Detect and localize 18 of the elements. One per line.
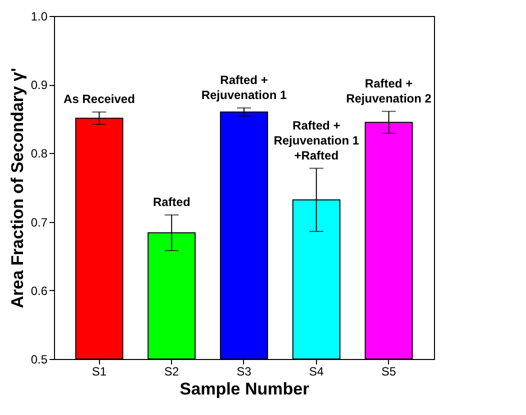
annotation: As Received xyxy=(64,92,135,106)
x-tick-label: S2 xyxy=(164,364,180,378)
x-tick-label: S5 xyxy=(381,364,396,378)
x-tick-label: S1 xyxy=(92,364,107,378)
x-tick-label: S3 xyxy=(236,364,252,378)
y-tick-label: 0.5 xyxy=(30,352,48,366)
y-tick-label: 0.6 xyxy=(30,284,48,298)
x-tick-label: S4 xyxy=(309,364,324,378)
annotation: Rafted + Rejuvenation 1 +Rafted xyxy=(274,118,360,162)
annotation: Rafted xyxy=(152,194,190,209)
y-tick-label: 0.8 xyxy=(30,146,48,161)
annotation: Rafted + Rejuvenation 1 xyxy=(201,72,287,102)
x-axis-title: Sample Number xyxy=(180,380,310,398)
y-tick-label: 0.7 xyxy=(30,215,48,230)
y-tick-label: 0.9 xyxy=(30,78,48,92)
y-axis-title: Area Fraction of Secondary γ' xyxy=(8,68,27,308)
annotation: Rafted + Rejuvenation 2 xyxy=(346,76,432,106)
y-tick-label: 1.0 xyxy=(30,10,48,24)
